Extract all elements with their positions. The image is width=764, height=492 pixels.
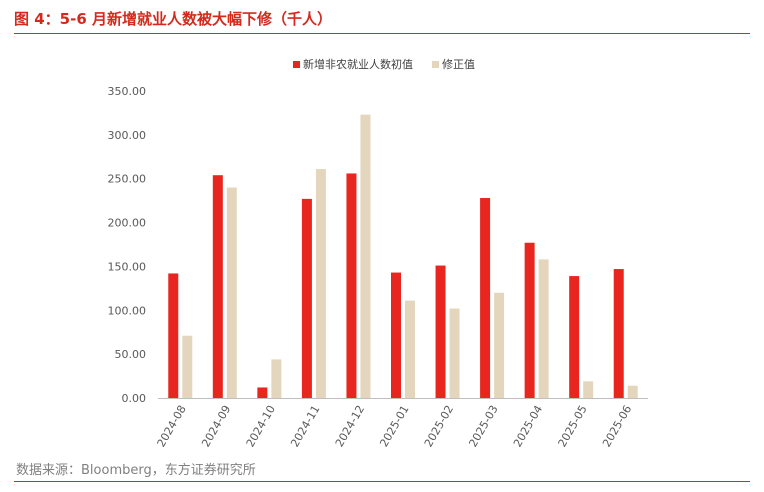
bar-initial xyxy=(346,173,357,398)
bar-initial xyxy=(524,242,535,398)
bar-revised xyxy=(360,114,371,398)
legend-label: 新增非农就业人数初值 xyxy=(303,57,413,71)
x-tick-label: 2025-06 xyxy=(600,403,634,449)
x-tick-label: 2024-11 xyxy=(288,403,322,449)
bar-revised xyxy=(315,169,326,398)
bar-initial xyxy=(301,198,312,398)
chart-legend: 新增非农就业人数初值 修正值 xyxy=(293,57,475,71)
x-tick-label: 2024-12 xyxy=(333,403,367,449)
x-axis: 2024-08 2024-09 2024-10 2024-11 2024-12 2025-… xyxy=(155,398,648,449)
bar-initial xyxy=(613,269,624,398)
x-tick-label: 2025-01 xyxy=(377,403,411,449)
bar-revised xyxy=(583,381,594,398)
y-tick-label: 0.00 xyxy=(122,392,147,405)
bar-initial xyxy=(257,387,268,398)
legend-swatch xyxy=(432,61,439,68)
bar-revised xyxy=(627,385,638,398)
x-tick-label: 2025-04 xyxy=(511,403,545,449)
y-tick-label: 350.00 xyxy=(108,85,147,98)
x-tick-label: 2024-08 xyxy=(155,403,189,449)
y-tick-label: 50.00 xyxy=(115,348,147,361)
bar-revised xyxy=(226,187,237,398)
y-axis: 0.00 50.00 100.00 150.00 200.00 250.00 300.00 3… xyxy=(108,85,147,405)
bar-revised xyxy=(271,359,282,398)
bar-revised xyxy=(538,259,549,398)
bar-initial xyxy=(212,175,223,398)
x-tick-label: 2025-03 xyxy=(466,403,500,449)
legend-label: 修正值 xyxy=(442,57,475,71)
y-tick-label: 150.00 xyxy=(108,260,147,273)
x-tick-label: 2024-10 xyxy=(244,403,278,449)
bar-revised xyxy=(494,292,505,398)
y-tick-label: 250.00 xyxy=(108,173,147,186)
y-tick-label: 200.00 xyxy=(108,217,147,230)
bar-initial xyxy=(480,198,491,398)
x-tick-label: 2024-09 xyxy=(199,403,233,449)
bar-revised xyxy=(405,300,415,398)
x-tick-label: 2025-05 xyxy=(556,403,590,449)
legend-swatch xyxy=(293,61,300,68)
bar-revised xyxy=(449,308,460,398)
title-divider xyxy=(14,33,750,34)
bars xyxy=(168,114,638,398)
figure-title: 图 4：5-6 月新增就业人数被大幅下修（千人） xyxy=(14,10,332,28)
y-tick-label: 300.00 xyxy=(108,129,147,142)
bar-initial xyxy=(435,265,446,398)
bar-initial xyxy=(391,272,401,398)
x-tick-label: 2025-02 xyxy=(422,403,456,449)
source-note: 数据来源：Bloomberg，东方证券研究所 xyxy=(16,463,256,478)
y-tick-label: 100.00 xyxy=(108,304,147,317)
bar-initial xyxy=(168,273,179,398)
bar-revised xyxy=(182,335,193,398)
footer-divider xyxy=(14,481,750,482)
bar-initial xyxy=(569,276,580,398)
